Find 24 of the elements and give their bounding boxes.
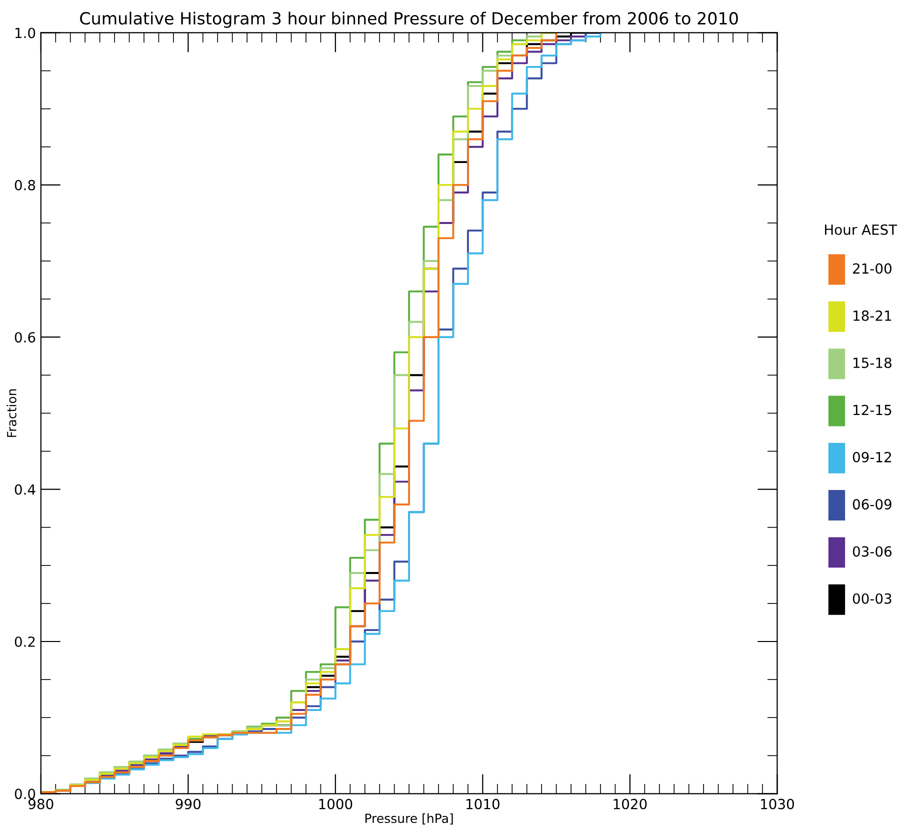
x-tick-label: 1010 xyxy=(466,798,500,810)
legend-label: 06-09 xyxy=(852,499,892,510)
legend-label: 00-03 xyxy=(852,593,892,604)
legend-label: 12-15 xyxy=(854,404,892,416)
legend-label: 09-12 xyxy=(852,452,891,462)
y-tick-label: 0.6 xyxy=(14,332,36,343)
y-tick-label: 0.2 xyxy=(14,636,35,647)
y-tick-label: 0.4 xyxy=(14,484,36,495)
y-tick-label: 0.0 xyxy=(14,788,36,800)
legend-label: 15-18 xyxy=(854,358,892,368)
x-axis-title: Pressure [hPa] xyxy=(365,813,453,825)
y-tick-label: 0.8 xyxy=(14,180,36,190)
x-tick-label: 1020 xyxy=(614,798,647,810)
x-tick-label: 1030 xyxy=(761,798,794,810)
y-tick-label: 1.0 xyxy=(15,28,36,38)
x-tick-label: 990 xyxy=(176,798,200,810)
legend-label: 21-00 xyxy=(853,263,892,274)
chart-title: Cumulative Histogram 3 hour binned Pressure of December from 2006 to 2010 xyxy=(80,12,738,28)
x-tick-label: 1000 xyxy=(319,798,352,810)
x-tick-label: 980 xyxy=(28,798,54,810)
legend-title: Hour AEST xyxy=(825,224,898,235)
legend-label: 18-21 xyxy=(854,310,892,321)
y-axis-title: Fraction xyxy=(6,389,16,437)
legend-label: 03-06 xyxy=(852,546,892,557)
